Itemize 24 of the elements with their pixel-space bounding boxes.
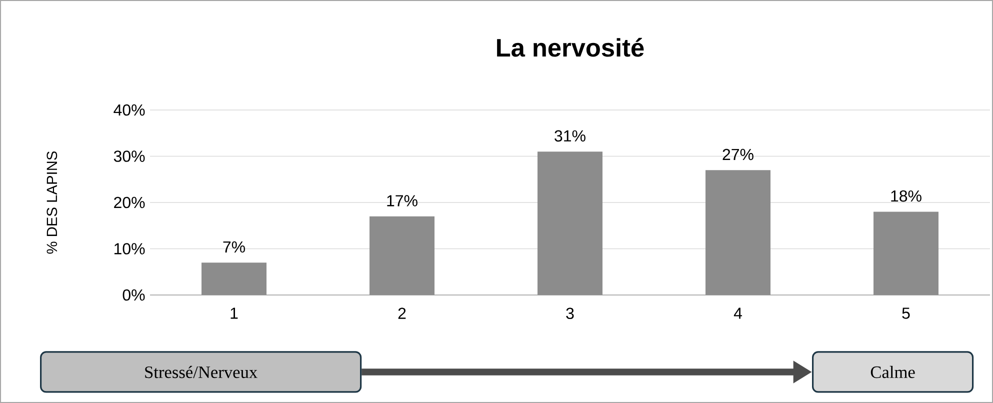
y-tick-label: 0% [122, 289, 145, 301]
chart-title: La nervosité [497, 38, 644, 57]
data-label: 17% [387, 195, 418, 206]
data-label: 7% [223, 241, 245, 253]
text: Stressé/Nerveux [145, 366, 258, 378]
y-tick-label: 10% [114, 243, 145, 254]
text: Calme [870, 366, 915, 378]
data-label: 27% [722, 148, 754, 160]
x-tick-label: 4 [734, 308, 742, 319]
bar [705, 170, 770, 295]
data-label: 31% [554, 130, 586, 142]
bar [370, 216, 435, 295]
x-tick-label: 2 [398, 308, 406, 319]
y-axis-title: % DES LAPINS [46, 151, 58, 254]
data-label: 18% [891, 190, 922, 202]
x-tick-label: 1 [230, 308, 238, 319]
bar [202, 262, 267, 295]
y-tick-label: 30% [114, 150, 145, 162]
bar [538, 152, 602, 295]
y-tick-label: 40% [114, 104, 145, 116]
bar [873, 212, 938, 295]
y-tick-label: 20% [114, 196, 145, 208]
x-tick-label: 3 [566, 308, 574, 320]
x-tick-label: 5 [902, 308, 910, 319]
